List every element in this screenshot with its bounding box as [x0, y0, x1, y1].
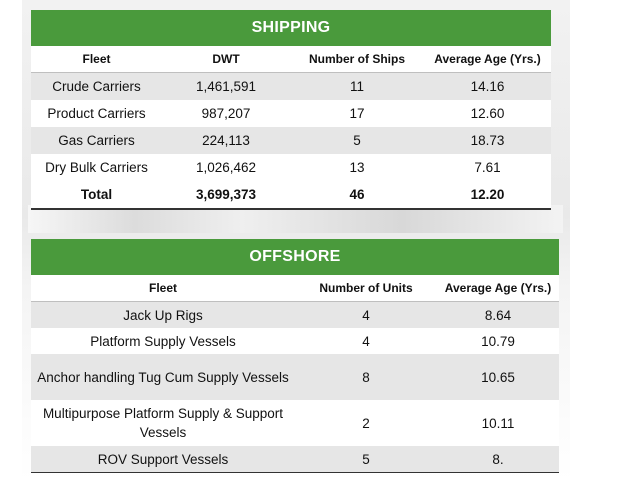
- dwt-cell: 224,113: [162, 127, 290, 154]
- shipping-title: SHIPPING: [31, 10, 551, 46]
- fleet-cell: Platform Supply Vessels: [31, 328, 295, 354]
- age-cell: 12.60: [424, 100, 551, 127]
- shipping-header-ships: Number of Ships: [290, 46, 424, 73]
- table-row: Anchor handling Tug Cum Supply Vessels 8…: [31, 354, 560, 400]
- fleet-cell: Jack Up Rigs: [31, 301, 295, 328]
- total-label: Total: [31, 181, 162, 210]
- age-cell: 10.65: [437, 354, 560, 400]
- offshore-header-units: Number of Units: [295, 275, 437, 302]
- ships-cell: 5: [290, 127, 424, 154]
- ships-cell: 11: [290, 72, 424, 100]
- shipping-header-age: Average Age (Yrs.): [424, 46, 551, 73]
- age-cell: 8.64: [437, 301, 560, 328]
- age-cell: 14.16: [424, 72, 551, 100]
- table-row: Multipurpose Platform Supply & Support V…: [31, 400, 560, 446]
- total-row: Total 3,699,373 46 12.20: [31, 181, 551, 210]
- units-cell: 4: [295, 328, 437, 354]
- fleet-cell: Crude Carriers: [31, 72, 162, 100]
- table-row: Jack Up Rigs 4 8.64: [31, 301, 560, 328]
- fleet-cell: Dry Bulk Carriers: [31, 154, 162, 181]
- ships-cell: 17: [290, 100, 424, 127]
- table-row: Platform Supply Vessels 4 10.79: [31, 328, 560, 354]
- offshore-header-fleet: Fleet: [31, 275, 295, 302]
- background-vessel-strip: [28, 205, 563, 233]
- offshore-table: OFFSHORE Fleet Number of Units Average A…: [31, 239, 560, 473]
- age-cell: 18.73: [424, 127, 551, 154]
- table-row: ROV Support Vessels 5 8.: [31, 446, 560, 473]
- table-row: Gas Carriers 224,113 5 18.73: [31, 127, 551, 154]
- dwt-cell: 1,461,591: [162, 72, 290, 100]
- shipping-header-row: Fleet DWT Number of Ships Average Age (Y…: [31, 46, 551, 73]
- table-row: Dry Bulk Carriers 1,026,462 13 7.61: [31, 154, 551, 181]
- fleet-cell: Anchor handling Tug Cum Supply Vessels: [31, 354, 295, 400]
- offshore-header-row: Fleet Number of Units Average Age (Yrs.): [31, 275, 560, 302]
- fleet-cell: Product Carriers: [31, 100, 162, 127]
- fleet-cell: ROV Support Vessels: [31, 446, 295, 473]
- units-cell: 2: [295, 400, 437, 446]
- units-cell: 5: [295, 446, 437, 473]
- table-row: Product Carriers 987,207 17 12.60: [31, 100, 551, 127]
- table-row: Crude Carriers 1,461,591 11 14.16: [31, 72, 551, 100]
- shipping-header-dwt: DWT: [162, 46, 290, 73]
- age-cell: 10.11: [437, 400, 560, 446]
- age-cell: 10.79: [437, 328, 560, 354]
- age-cell: 7.61: [424, 154, 551, 181]
- dwt-cell: 987,207: [162, 100, 290, 127]
- units-cell: 8: [295, 354, 437, 400]
- shipping-table: SHIPPING Fleet DWT Number of Ships Avera…: [31, 10, 551, 210]
- total-age: 12.20: [424, 181, 551, 210]
- fleet-cell: Multipurpose Platform Supply & Support V…: [31, 400, 295, 446]
- dwt-cell: 1,026,462: [162, 154, 290, 181]
- offshore-header-age: Average Age (Yrs.): [437, 275, 560, 302]
- age-cell: 8.: [437, 446, 560, 473]
- total-dwt: 3,699,373: [162, 181, 290, 210]
- shipping-header-fleet: Fleet: [31, 46, 162, 73]
- ships-cell: 13: [290, 154, 424, 181]
- units-cell: 4: [295, 301, 437, 328]
- offshore-title: OFFSHORE: [31, 239, 560, 275]
- total-ships: 46: [290, 181, 424, 210]
- fleet-cell: Gas Carriers: [31, 127, 162, 154]
